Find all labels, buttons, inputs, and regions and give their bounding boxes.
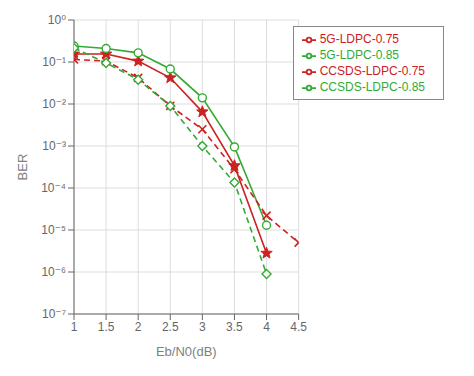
svg-text:4: 4 [263, 320, 270, 334]
html-text:5G-LDPC-0.75: 5G-LDPC-0.75 [319, 32, 399, 46]
svg-text:10⁻⁵: 10⁻⁵ [41, 223, 66, 237]
svg-text:Eb/N0(dB): Eb/N0(dB) [156, 344, 217, 359]
svg-text:2.5: 2.5 [162, 320, 179, 334]
svg-text:10⁻¹: 10⁻¹ [42, 55, 66, 69]
svg-text:10⁻³: 10⁻³ [42, 139, 66, 153]
svg-text:10⁰: 10⁰ [48, 13, 66, 27]
svg-text:BER: BER [15, 154, 30, 181]
svg-text:10⁻⁶: 10⁻⁶ [41, 265, 66, 279]
html-text:CCSDS-LDPC-0.85: CCSDS-LDPC-0.85 [319, 80, 425, 94]
svg-text:1: 1 [71, 320, 78, 334]
html-text:5G-LDPC-0.85: 5G-LDPC-0.85 [319, 48, 399, 62]
svg-text:1.5: 1.5 [98, 320, 115, 334]
svg-text:3: 3 [199, 320, 206, 334]
svg-text:10⁻²: 10⁻² [42, 97, 66, 111]
svg-text:10⁻⁷: 10⁻⁷ [42, 307, 66, 321]
svg-text:2: 2 [135, 320, 142, 334]
svg-text:3.5: 3.5 [226, 320, 243, 334]
html-text:CCSDS-LDPC-0.75: CCSDS-LDPC-0.75 [319, 64, 425, 78]
svg-text:10⁻⁴: 10⁻⁴ [41, 181, 66, 195]
svg-text:4.5: 4.5 [290, 320, 307, 334]
